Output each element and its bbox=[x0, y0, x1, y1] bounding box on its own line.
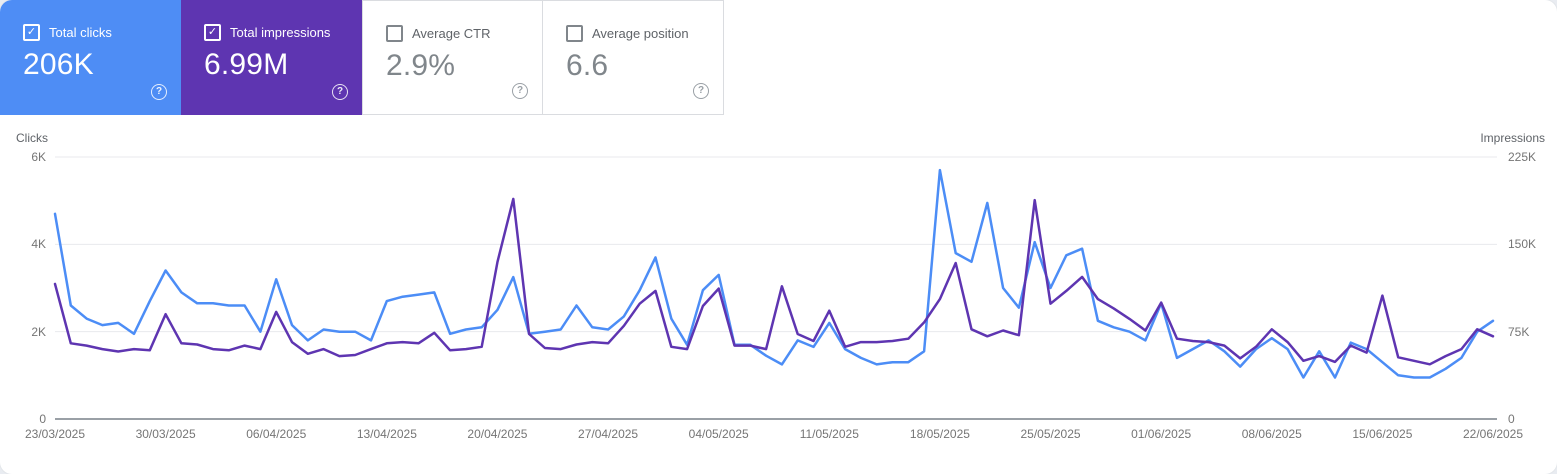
card-average-ctr[interactable]: Average CTR 2.9% ? bbox=[362, 0, 543, 115]
total-impressions-label: Total impressions bbox=[230, 25, 331, 40]
date-label: 25/05/2025 bbox=[1020, 427, 1081, 441]
date-label: 04/05/2025 bbox=[688, 427, 749, 441]
date-label: 30/03/2025 bbox=[135, 427, 196, 441]
date-label: 11/05/2025 bbox=[799, 427, 859, 441]
date-label: 08/06/2025 bbox=[1241, 427, 1302, 441]
card-total-impressions[interactable]: Total impressions 6.99M ? bbox=[181, 0, 362, 115]
total-clicks-value: 206K bbox=[23, 48, 94, 81]
help-icon[interactable]: ? bbox=[693, 83, 709, 99]
date-label: 27/04/2025 bbox=[578, 427, 639, 441]
right-axis-tick: 225K bbox=[1508, 150, 1537, 164]
date-label: 06/04/2025 bbox=[246, 427, 307, 441]
left-axis-tick: 6K bbox=[31, 150, 46, 164]
left-axis-tick: 2K bbox=[31, 324, 46, 339]
help-icon[interactable]: ? bbox=[512, 83, 528, 99]
card-average-position[interactable]: Average position 6.6 ? bbox=[543, 0, 724, 115]
metric-cards: Total clicks 206K ? Total impressions 6.… bbox=[0, 0, 724, 115]
left-axis-title: Clicks bbox=[16, 131, 48, 145]
average-ctr-label: Average CTR bbox=[412, 26, 491, 41]
date-label: 13/04/2025 bbox=[356, 427, 417, 441]
series-line-total-clicks[interactable] bbox=[53, 168, 1495, 379]
date-label: 15/06/2025 bbox=[1352, 427, 1413, 441]
average-ctr-value: 2.9% bbox=[386, 49, 456, 82]
series-line-total-impressions[interactable] bbox=[53, 197, 1495, 366]
performance-chart[interactable]: Clicks Impressions 6K 4K 2K 0 225K 150K 75K 0 … bbox=[0, 115, 1557, 474]
date-label: 01/06/2025 bbox=[1131, 427, 1192, 441]
right-axis-tick: 150K bbox=[1508, 237, 1537, 252]
right-axis-tick: 75K bbox=[1508, 324, 1530, 339]
total-impressions-value: 6.99M bbox=[204, 48, 289, 81]
right-axis-tick: 0 bbox=[1508, 412, 1515, 426]
left-axis-tick: 4K bbox=[31, 237, 46, 252]
right-axis-title: Impressions bbox=[1480, 131, 1545, 145]
average-position-value: 6.6 bbox=[566, 49, 609, 82]
left-axis-tick: 0 bbox=[39, 412, 46, 426]
date-label: 23/03/2025 bbox=[24, 427, 86, 441]
average-position-label: Average position bbox=[592, 26, 689, 41]
total-clicks-label: Total clicks bbox=[49, 25, 112, 40]
average-position-checkbox[interactable] bbox=[566, 25, 583, 42]
total-clicks-checkbox[interactable] bbox=[23, 24, 40, 41]
help-icon[interactable]: ? bbox=[151, 84, 167, 100]
date-label: 18/05/2025 bbox=[909, 427, 970, 441]
help-icon[interactable]: ? bbox=[332, 84, 348, 100]
date-label: 22/06/2025 bbox=[1462, 427, 1524, 441]
date-label: 20/04/2025 bbox=[467, 427, 528, 441]
card-total-clicks[interactable]: Total clicks 206K ? bbox=[0, 0, 181, 115]
line-chart-canvas bbox=[53, 156, 1497, 420]
average-ctr-checkbox[interactable] bbox=[386, 25, 403, 42]
total-impressions-checkbox[interactable] bbox=[204, 24, 221, 41]
